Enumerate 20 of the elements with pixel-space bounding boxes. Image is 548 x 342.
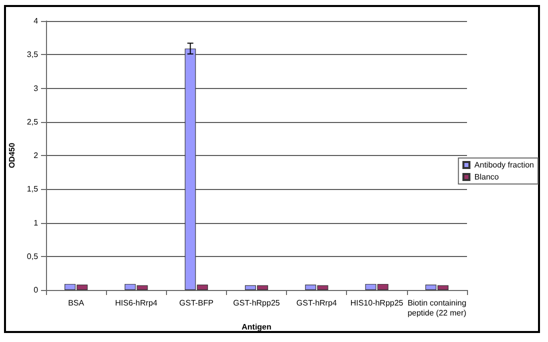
x-tick-label: BSA: [68, 298, 85, 308]
y-axis-title: OD450: [8, 142, 16, 168]
x-tick-label: GST-BFP: [179, 298, 214, 308]
legend-label: Antibody fraction: [474, 160, 534, 170]
y-tick-label: 1: [34, 218, 39, 228]
y-tick-label: 2: [34, 151, 39, 160]
y-tick-label: 1,5: [26, 184, 39, 194]
x-tick-label: GST-hRpp25: [233, 298, 280, 308]
x-tick-label: HIS10-hRpp25: [350, 298, 404, 308]
y-tick-label: 3: [34, 84, 39, 93]
legend-label: Blanco: [474, 172, 500, 182]
y-tick-label: 0,5: [26, 252, 39, 261]
y-tick-label: 3,5: [26, 50, 39, 60]
y-tick-label: 4: [34, 16, 39, 26]
y-tick-label: 2,5: [26, 117, 39, 126]
x-tick-label: Biotin containing peptide (22 mer): [408, 298, 467, 318]
x-tick-label: HIS6-hRrp4: [115, 298, 158, 308]
x-tick-label: GST-hRrp4: [296, 298, 338, 308]
y-tick-label: 0: [34, 286, 39, 294]
x-axis-title: Antigen: [242, 322, 272, 332]
